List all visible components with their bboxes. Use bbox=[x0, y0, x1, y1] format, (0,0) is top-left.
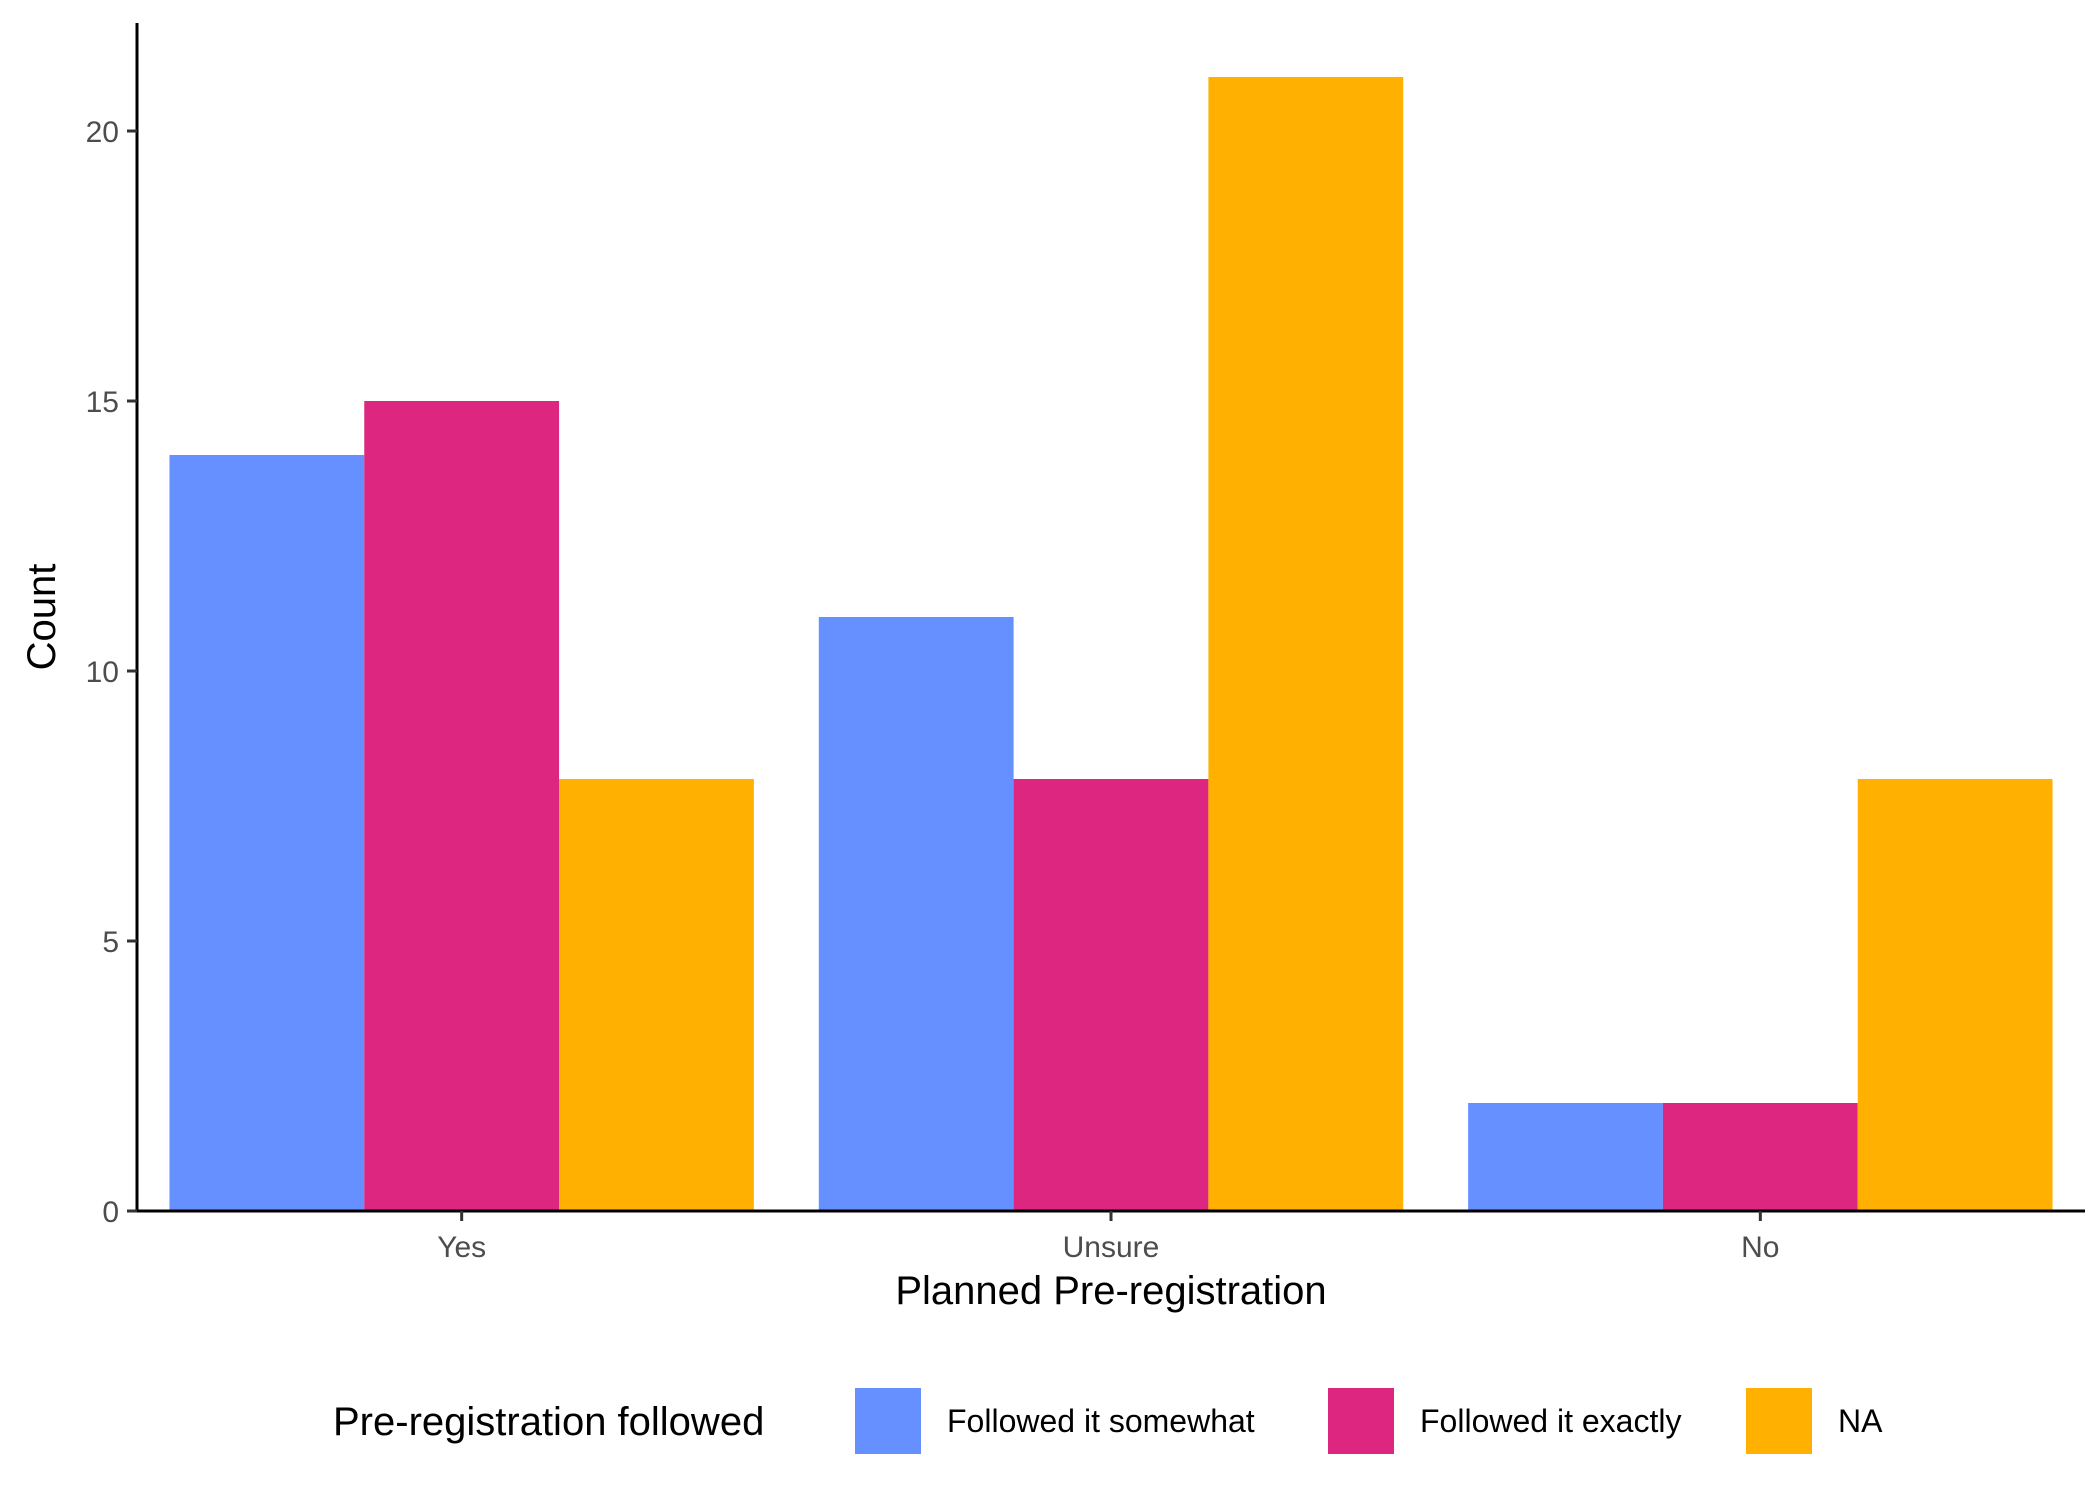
bar-yes-series-3 bbox=[559, 779, 754, 1211]
legend-label: NA bbox=[1838, 1403, 1883, 1439]
legend-key bbox=[855, 1388, 921, 1454]
x-tick-label: Unsure bbox=[1063, 1231, 1160, 1264]
y-tick-label: 15 bbox=[86, 386, 119, 419]
bar-no-series-3 bbox=[1857, 779, 2053, 1211]
y-tick-label: 10 bbox=[86, 656, 119, 689]
legend-key bbox=[1328, 1388, 1394, 1454]
legend-title: Pre-registration followed bbox=[333, 1400, 764, 1444]
bar-yes-series-1 bbox=[169, 455, 365, 1211]
bar-unsure-series-3 bbox=[1208, 77, 1404, 1211]
x-tick-label: No bbox=[1741, 1231, 1779, 1264]
x-tick-label: Yes bbox=[437, 1231, 486, 1264]
bar-unsure-series-1 bbox=[818, 617, 1014, 1211]
x-axis-ticks: Yes Unsure No bbox=[437, 1211, 1780, 1264]
legend-key bbox=[1746, 1388, 1812, 1454]
bar-yes-series-2 bbox=[364, 401, 560, 1211]
legend-label: Followed it exactly bbox=[1420, 1403, 1681, 1439]
x-axis-title: Planned Pre-registration bbox=[895, 1269, 1326, 1313]
legend-items: Followed it somewhat Followed it exactly N… bbox=[855, 1388, 1883, 1454]
legend: Pre-registration followed Followed it so… bbox=[333, 1388, 1883, 1454]
bar-no-series-2 bbox=[1662, 1103, 1858, 1211]
bar-unsure-series-2 bbox=[1013, 779, 1209, 1211]
y-axis-title: Count bbox=[20, 564, 64, 671]
bar-no-series-1 bbox=[1468, 1103, 1663, 1211]
bars-group bbox=[169, 77, 2053, 1211]
y-tick-label: 0 bbox=[102, 1196, 119, 1229]
legend-label: Followed it somewhat bbox=[947, 1403, 1255, 1439]
y-axis-ticks: 0 5 10 15 20 bbox=[86, 116, 137, 1229]
y-tick-label: 5 bbox=[102, 926, 119, 959]
y-tick-label: 20 bbox=[86, 116, 119, 149]
